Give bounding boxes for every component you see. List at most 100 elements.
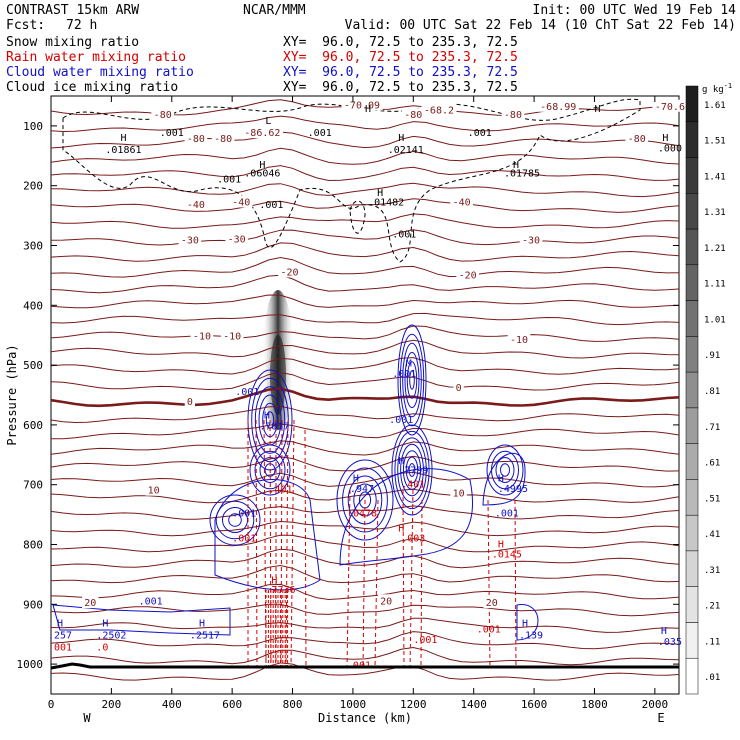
colorbar-swatch (685, 550, 699, 587)
forecast-hours: 72 h (66, 18, 98, 33)
cloud-ice-contour (349, 200, 366, 234)
temperature-label-bg (625, 132, 649, 145)
extremum-label: .2517 (190, 630, 220, 641)
colorbar-swatch (685, 657, 699, 695)
temperature-contour (50, 631, 680, 650)
field-xy-cloud-water: XY= 96.0, 72.5 to 235.3, 72.5 (283, 65, 518, 80)
cloud-ice-contour (62, 98, 641, 263)
extremum-label: .003 (401, 534, 425, 545)
ground-line (50, 662, 679, 670)
extremum-label: H (259, 160, 265, 171)
temperature-contour (50, 603, 680, 617)
temperature-label: -80 (187, 134, 205, 145)
temperature-contour (50, 387, 680, 408)
temperature-label-bg (519, 233, 543, 246)
extremum-label: .001 (139, 596, 163, 607)
cloud-water-contour (254, 386, 286, 454)
colorbar-swatch (685, 407, 699, 444)
temperature-contour (50, 455, 680, 472)
extremum-label: .001 (48, 642, 72, 653)
cloud-water-contour (486, 444, 524, 496)
colorbar-swatch (685, 479, 699, 516)
extremum-label: H (398, 523, 404, 534)
axes: 0 200 400 600 800 1000 1200 1400 1600 1800 2000100… (5, 96, 679, 725)
rain-water-contours (247, 419, 517, 669)
extremum-label: .02141 (388, 145, 424, 156)
rain-water-contour (402, 489, 405, 669)
rain-water-contour (409, 489, 414, 669)
cloud-water-contour (404, 352, 420, 408)
cloud-water-contour (391, 424, 433, 516)
cloud-water-contour (399, 333, 425, 427)
temperature-contour (50, 274, 680, 294)
extremum-label: .06046 (244, 169, 280, 180)
temperature-label: -68.99 (540, 102, 576, 113)
temperature-label: -10 (223, 331, 241, 342)
temperature-label: -40 (453, 197, 471, 208)
rain-water-contour (290, 419, 295, 669)
temperature-label-bg (184, 395, 195, 408)
colorbar-unit-exponent: -1 (724, 82, 732, 90)
extremum-label: .401 (268, 484, 292, 495)
colorbar-label: .01 (704, 673, 720, 683)
temperature-label-bg (190, 329, 214, 342)
x-tick-label: 1800 (581, 698, 608, 711)
cloud-water-contour (52, 604, 231, 636)
temperature-contour (50, 471, 680, 488)
extremum-label: .001 (259, 200, 283, 211)
extremum-label: .001 (160, 128, 184, 139)
colorbar-swatch (685, 264, 699, 301)
extremum-label: .2502 (96, 630, 126, 641)
temperature-label-bg (225, 232, 248, 245)
colorbar-label: 1.31 (704, 208, 726, 218)
temperature-label: -80 (154, 110, 172, 121)
extremum-label: .035 (658, 637, 682, 648)
colorbar-swatch (685, 228, 699, 266)
y-tick-label: 1000 (17, 658, 44, 671)
x-axis-label: Distance (km) (318, 711, 412, 725)
temperature-label: 20 (380, 596, 392, 607)
temperature-label-bg (402, 108, 425, 121)
temperature-label: -30 (522, 236, 540, 247)
cloud-water-contour (482, 453, 526, 506)
rain-water-contour (362, 499, 366, 669)
colorbar-swatch (685, 193, 699, 230)
extremum-label: H (271, 575, 277, 586)
extremum-label: .947 (350, 484, 374, 495)
colorbar-label: 1.11 (704, 280, 726, 290)
extremum-label: H (264, 410, 270, 421)
y-tick-label: 200 (23, 180, 43, 193)
temperature-label: 10 (453, 489, 465, 500)
extremum-label: .001 (477, 624, 501, 635)
y-tick-label: 300 (23, 240, 43, 253)
temperature-contour (50, 583, 680, 601)
temperature-label: 20 (84, 598, 96, 609)
extremum-label: .7837 (259, 422, 289, 433)
temperature-label-bg (145, 483, 162, 496)
x-tick-label: 400 (162, 698, 182, 711)
cloud-water-contour (400, 443, 424, 497)
temperature-label: -10 (193, 331, 211, 342)
extremum-label: H (377, 188, 383, 199)
y-tick-label: 700 (23, 479, 43, 492)
field-name-cloud-water: Cloud water mixing ratio (6, 65, 194, 80)
extremum-label: .401 (401, 480, 425, 491)
temperature-label-bg (211, 132, 235, 145)
rain-water-contour (304, 429, 307, 669)
colorbar-label: .11 (704, 637, 720, 647)
y-tick-label: 900 (23, 598, 43, 611)
temperature-contour (50, 423, 680, 440)
extremum-label: H (120, 133, 126, 144)
extremum-label: .001 (495, 508, 519, 519)
extremum-label: H (498, 474, 504, 485)
extremum-label: H (498, 540, 504, 551)
extremum-label: H (594, 104, 600, 115)
extremum-label: .001 (392, 230, 416, 241)
y-tick-label: 500 (23, 359, 43, 372)
valid-time: Valid: 00 UTC Sat 22 Feb 14 (10 ChT Sat … (344, 18, 736, 33)
extremum-label: H (513, 160, 519, 171)
cloud-water-contour (397, 437, 427, 503)
temperature-contours (50, 99, 680, 681)
temperature-label: -70.09 (344, 101, 380, 112)
temperature-label: 0 (187, 397, 193, 408)
